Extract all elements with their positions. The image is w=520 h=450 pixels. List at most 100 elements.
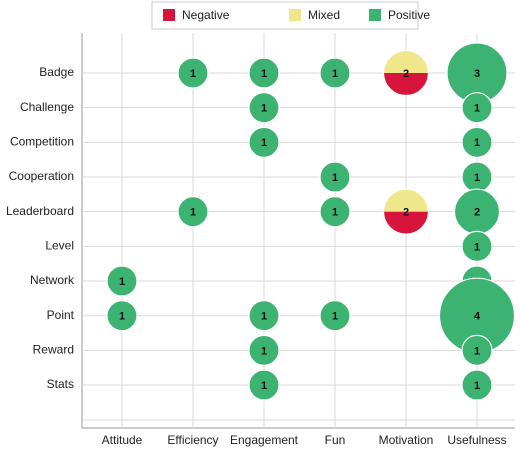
x-tick-label: Usefulness — [447, 433, 506, 447]
bubble-outline — [319, 161, 351, 193]
bubble-outline — [248, 300, 280, 332]
bubble-label: 1 — [474, 103, 480, 115]
bubble-outline — [461, 369, 493, 401]
bubble-label: 1 — [261, 68, 267, 80]
bubble-label: 1 — [190, 207, 196, 219]
bubble: 2 — [453, 188, 501, 235]
x-tick-label: Efficiency — [167, 433, 218, 447]
bubble-label: 1 — [119, 276, 125, 288]
bubble: 2 — [382, 49, 430, 97]
bubble-segment — [462, 370, 492, 401]
bubble-segment — [447, 43, 507, 103]
y-tick-label: Point — [47, 308, 75, 322]
bubble-outline — [461, 92, 493, 124]
y-tick-label: Level — [45, 239, 74, 253]
bubble-outline — [106, 300, 138, 332]
bubble: 1 — [319, 196, 351, 228]
bubble-segment — [320, 300, 350, 331]
bubble-segment — [249, 300, 279, 331]
bubble: 1 — [319, 57, 351, 89]
bubble: 3 — [446, 42, 508, 104]
bubble-outline — [248, 92, 280, 124]
bubble-segment — [383, 189, 429, 212]
bubble: 1 — [461, 126, 493, 158]
bubble-segment — [462, 231, 492, 262]
bubble-segment — [320, 196, 350, 227]
bubble-segment — [462, 92, 492, 123]
bubble: 1 — [248, 300, 280, 332]
bubble: 1 — [319, 300, 351, 332]
y-tick-label: Cooperation — [9, 169, 74, 183]
bubble: 2 — [382, 188, 430, 235]
bubble-label: 2 — [474, 207, 480, 219]
bubble-label: 2 — [403, 207, 409, 219]
bubble: 1 — [248, 92, 280, 124]
x-tick-label: Attitude — [102, 433, 143, 447]
x-tick-label: Engagement — [230, 433, 299, 447]
bubble-outline — [248, 334, 280, 366]
y-tick-label: Reward — [33, 343, 74, 357]
bubble: 1 — [248, 126, 280, 158]
y-tick-label: Network — [30, 273, 75, 287]
y-tick-label: Competition — [10, 135, 74, 149]
bubble-label: 1 — [474, 345, 480, 357]
legend-label: Mixed — [308, 8, 340, 22]
bubble-segment — [107, 266, 137, 297]
bubble-segment — [249, 127, 279, 158]
bubble-outline — [177, 196, 209, 228]
bubble-outline — [461, 126, 493, 158]
bubble-outline — [319, 300, 351, 332]
bubble: 1 — [106, 265, 138, 297]
x-tick-label: Motivation — [379, 433, 434, 447]
bubble-segment — [249, 370, 279, 401]
bubble-label: 1 — [261, 380, 267, 392]
legend-swatch — [163, 9, 175, 21]
bubble: 1 — [248, 369, 280, 401]
bubble-label: 1 — [332, 172, 338, 184]
bubble-segment — [249, 92, 279, 123]
bubble: 1 — [248, 57, 280, 89]
bubble-segment — [462, 127, 492, 158]
legend-label: Negative — [182, 8, 230, 22]
bubble-outline — [382, 49, 430, 97]
bubble-segment — [249, 58, 279, 88]
bubble-label: 1 — [474, 172, 480, 184]
bubble-label: 2 — [403, 68, 409, 80]
bubble: 1 — [461, 230, 493, 262]
bubble-label: 1 — [190, 68, 196, 80]
y-tick-label: Badge — [39, 65, 74, 79]
bubble: 1 — [177, 57, 209, 89]
bubble-segment — [383, 50, 429, 73]
bubble: 1 — [461, 369, 493, 401]
legend-swatch — [289, 9, 301, 21]
bubble-label: 1 — [474, 241, 480, 253]
bubble-label: 1 — [474, 380, 480, 392]
bubble-segment — [178, 58, 208, 88]
bubble-outline — [106, 265, 138, 297]
bubble-segment — [439, 278, 515, 354]
bubble-segment — [178, 196, 208, 227]
bubble-label: 1 — [261, 311, 267, 323]
bubble-outline — [319, 196, 351, 228]
legend-label: Positive — [388, 8, 430, 22]
bubble-outline — [177, 57, 209, 89]
bubble-segment — [462, 162, 492, 193]
y-tick-label: Challenge — [20, 100, 74, 114]
bubble-outline — [382, 188, 430, 235]
bubble: 1 — [461, 161, 493, 193]
bubble-segment — [383, 211, 429, 235]
bubble-outline — [319, 57, 351, 89]
bubble-label: 1 — [332, 207, 338, 219]
bubble-segment — [249, 335, 279, 366]
bubble-segment — [320, 58, 350, 88]
bubble-label: 4 — [474, 311, 481, 323]
bubble-label: 1 — [332, 311, 338, 323]
bubble-segment — [454, 189, 500, 235]
bubble-outline — [461, 230, 493, 262]
y-tick-label: Stats — [47, 377, 74, 391]
bubble-label: 1 — [261, 103, 267, 115]
bubble-segment — [320, 162, 350, 193]
bubble-label: 1 — [332, 68, 338, 80]
bubble-label: 1 — [119, 311, 125, 323]
